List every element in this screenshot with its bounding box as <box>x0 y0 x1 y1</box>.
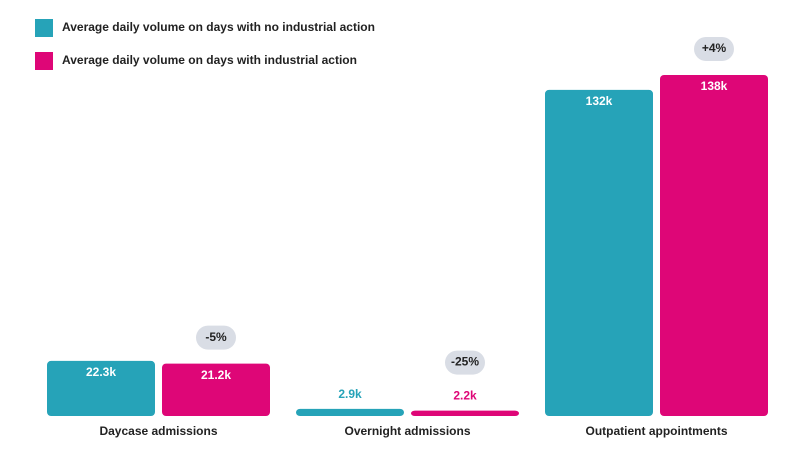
value-label: 2.9k <box>338 387 362 401</box>
bar <box>411 410 519 416</box>
bar <box>296 408 404 416</box>
legend-swatch <box>35 52 53 70</box>
value-label: 21.2k <box>201 368 231 382</box>
bar <box>660 75 768 416</box>
change-label: +4% <box>702 41 727 55</box>
value-label: 138k <box>701 79 728 93</box>
x-tick-label: Daycase admissions <box>99 424 217 438</box>
change-badge <box>694 37 734 61</box>
legend-swatch <box>35 19 53 37</box>
change-badge <box>196 325 236 350</box>
x-tick-label: Overnight admissions <box>344 424 470 438</box>
value-label: 2.2k <box>453 389 477 403</box>
change-label: -5% <box>205 330 227 344</box>
legend-label: Average daily volume on days with indust… <box>62 53 357 67</box>
bar <box>545 89 653 417</box>
value-label: 132k <box>586 94 613 108</box>
x-tick-label: Outpatient appointments <box>586 424 728 438</box>
change-badge <box>445 350 485 375</box>
change-label: -25% <box>451 355 479 369</box>
bar <box>162 363 270 416</box>
value-label: 22.3k <box>86 365 116 379</box>
bar <box>47 360 155 416</box>
legend-label: Average daily volume on days with no ind… <box>62 20 375 34</box>
